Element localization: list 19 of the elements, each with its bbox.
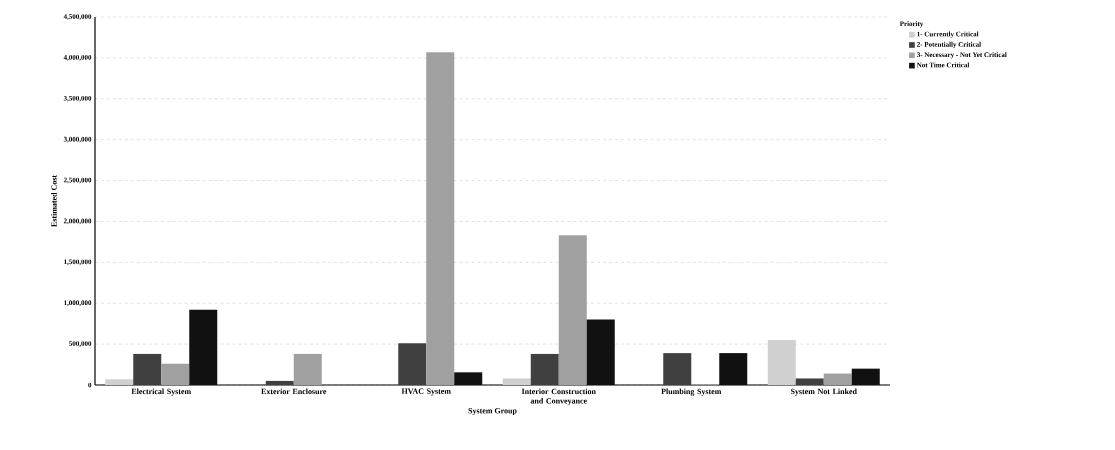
bar xyxy=(161,363,190,385)
bar xyxy=(530,353,559,385)
bar xyxy=(454,372,483,385)
bar xyxy=(795,378,824,385)
bar xyxy=(767,340,796,385)
bar xyxy=(426,52,455,385)
bar xyxy=(663,353,692,385)
bar xyxy=(105,379,134,385)
bar xyxy=(265,380,294,385)
bar xyxy=(823,373,852,385)
bar xyxy=(851,368,880,385)
bar xyxy=(293,353,322,385)
bar xyxy=(558,235,587,385)
bar xyxy=(502,378,531,385)
bar xyxy=(189,309,218,385)
bar xyxy=(719,353,748,385)
bar xyxy=(398,343,427,385)
bar xyxy=(586,319,615,385)
bar xyxy=(133,353,162,385)
